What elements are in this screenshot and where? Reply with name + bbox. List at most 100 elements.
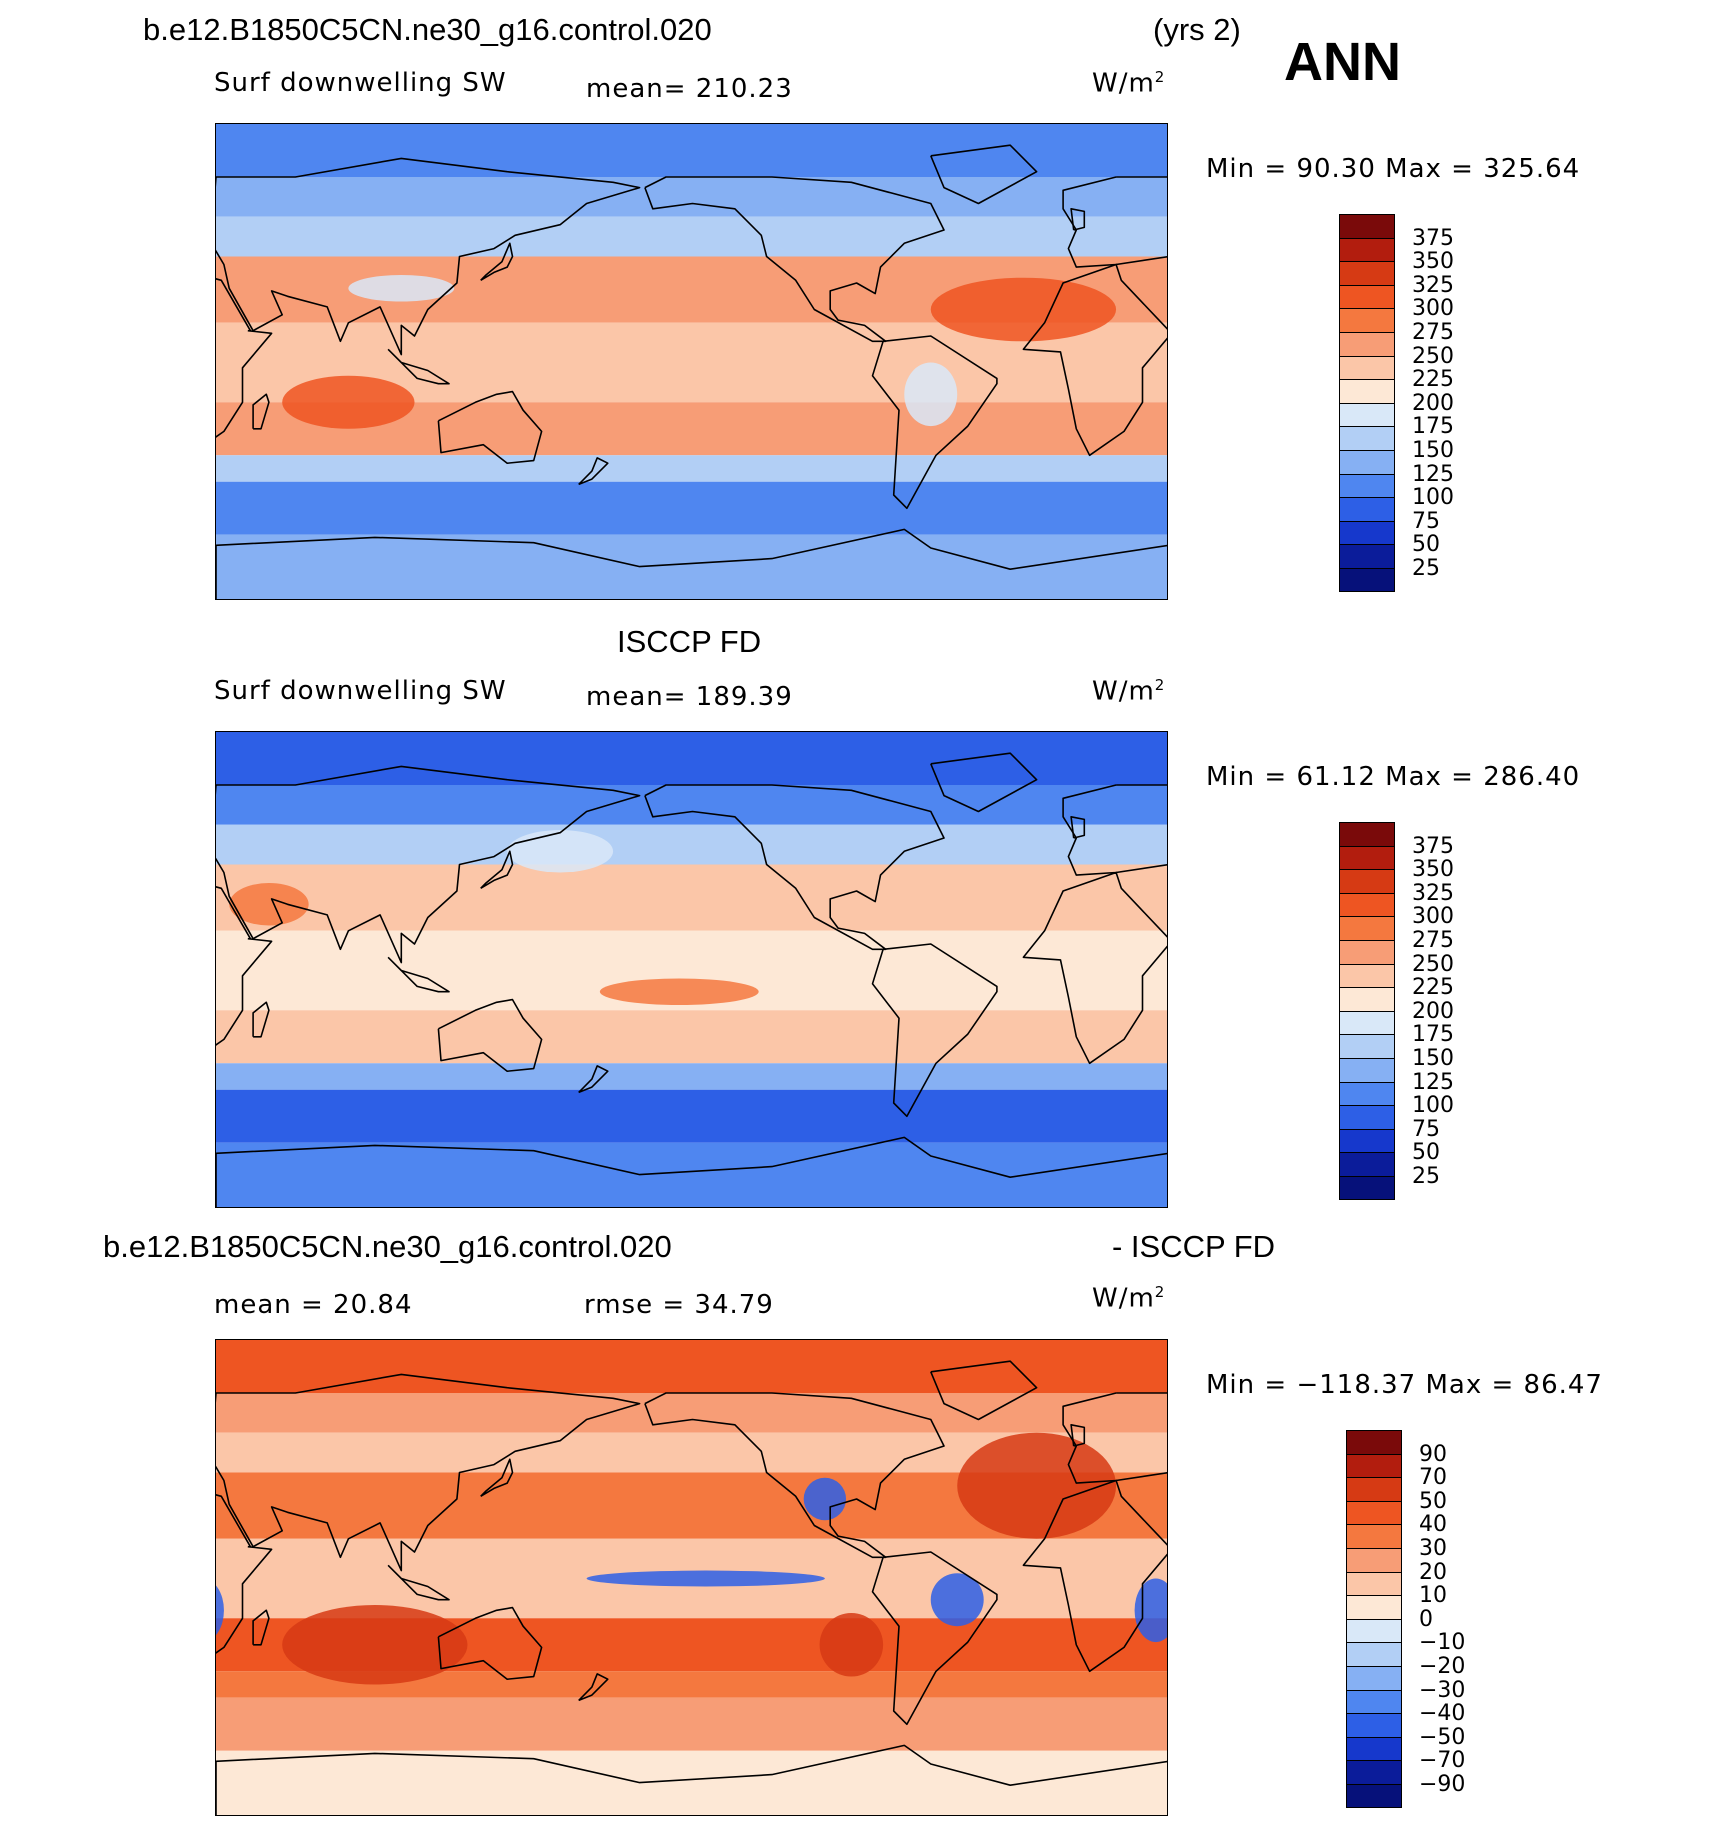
field-band-subpolar-n: [216, 1393, 1167, 1433]
colorbar-swatch: [1339, 987, 1395, 1011]
colorbar-swatch: [1339, 568, 1395, 592]
coastline-indonesia: [387, 1564, 450, 1601]
coastline-antarctica: [216, 1136, 1167, 1207]
coastline-europe-wrap: [1062, 784, 1167, 876]
colorbar-label: 250: [1412, 951, 1454, 977]
colorbar-swatch: [1339, 426, 1395, 450]
colorbar-label: 10: [1419, 1583, 1447, 1609]
panel1-colorbar: 375 350 325 300 275 250 225 200 175 150 125 100 75 50…: [1339, 214, 1454, 592]
panel3-rmse: rmse = 34.79: [584, 1290, 774, 1320]
colorbar-label: 350: [1412, 857, 1454, 883]
coastline-japan: [480, 850, 514, 889]
colorbar-swatch: [1346, 1642, 1402, 1666]
colorbar-swatch: [1346, 1736, 1402, 1761]
colorbar-swatch: [1339, 473, 1395, 498]
field-maximum-atlantic: [930, 277, 1117, 342]
coastline-greenland: [930, 144, 1038, 205]
colorbar-label: 70: [1419, 1465, 1447, 1491]
colorbar-label: 100: [1412, 1093, 1454, 1119]
season-label: ANN: [1284, 32, 1401, 92]
field-band-subpolar-n: [216, 177, 1167, 217]
colorbar-swatch: [1346, 1595, 1402, 1619]
colorbar-label: 375: [1412, 225, 1454, 251]
colorbar-label: 375: [1412, 833, 1454, 859]
panel1-mean: mean= 210.23: [586, 74, 793, 104]
colorbar-swatch: [1346, 1760, 1402, 1784]
field-band-polar-n: [216, 1340, 1167, 1393]
colorbar-swatch: [1346, 1689, 1402, 1714]
coastline-europe-wrap: [1062, 176, 1167, 268]
field-minimum-n-pacific: [507, 830, 614, 873]
colorbar-swatch: [1339, 379, 1395, 403]
colorbar-label: 150: [1412, 438, 1454, 463]
colorbar-label: 150: [1412, 1046, 1454, 1071]
colorbar-swatch: [1339, 869, 1395, 893]
field-band-midlat-n: [216, 216, 1167, 257]
colorbar-swatch: [1339, 916, 1395, 940]
colorbar-label: 40: [1419, 1512, 1447, 1538]
colorbar-label: −30: [1419, 1677, 1466, 1703]
colorbar-label: 50: [1412, 532, 1440, 558]
colorbar-label: 225: [1412, 367, 1454, 393]
coastline-samerica: [871, 943, 998, 1118]
panel2-units: W/m2: [1092, 676, 1166, 707]
field-band-subpolar-s: [216, 1697, 1167, 1751]
colorbar-label: 175: [1412, 414, 1454, 440]
colorbar-swatch: [1339, 1058, 1395, 1082]
colorbar-swatch: [1339, 1010, 1395, 1035]
panel1-minmax: Min = 90.30 Max = 325.64: [1206, 154, 1581, 184]
field-positive-se-pacific: [819, 1612, 884, 1677]
panel2-map: [215, 731, 1168, 1208]
coastline-africa: [216, 278, 273, 438]
map-canvas: [216, 1340, 1167, 1815]
colorbar-swatch: [1346, 1453, 1402, 1478]
coastline-namerica: [644, 1392, 945, 1559]
colorbar-swatch: [1339, 237, 1395, 262]
field-band-subpolar-s: [216, 1089, 1167, 1143]
colorbar-swatch: [1346, 1500, 1402, 1525]
colorbar-label: −20: [1419, 1654, 1466, 1679]
colorbar-swatch: [1339, 497, 1395, 521]
colorbar-label: −10: [1419, 1630, 1466, 1656]
panel3-colorbar: 90 70 50 40 30 20 10 0 −10 −20 −30 −40 −50 −70 −90: [1346, 1430, 1465, 1808]
colorbar-swatch: [1339, 355, 1395, 380]
map-canvas: [216, 124, 1167, 599]
coastline-greenland: [930, 1360, 1038, 1421]
coastline-madagascar: [252, 1001, 270, 1038]
colorbar-label: 25: [1412, 1164, 1440, 1189]
coastline-greenland: [930, 752, 1038, 813]
colorbar-label: 250: [1412, 343, 1454, 369]
field-band-polar-n: [216, 732, 1167, 785]
colorbar-label: 325: [1412, 880, 1454, 906]
coastline-uk: [1070, 816, 1086, 839]
colorbar-swatch: [1339, 261, 1395, 285]
colorbar-swatch: [1346, 1618, 1402, 1643]
field-band-polar-n: [216, 124, 1167, 177]
coastline-australia: [437, 390, 543, 465]
colorbar-label: 50: [1412, 1140, 1440, 1166]
panel2-mean: mean= 189.39: [586, 682, 793, 712]
case-title: b.e12.B1850C5CN.ne30_g16.control.020: [143, 12, 712, 47]
colorbar-label: 50: [1419, 1488, 1447, 1514]
coastline-japan: [480, 242, 514, 281]
panel2-variable: Surf downwelling SW: [214, 676, 507, 706]
colorbar-label: −50: [1419, 1724, 1466, 1750]
colorbar-swatch: [1339, 544, 1395, 568]
colorbar-label: 175: [1412, 1022, 1454, 1048]
colorbar-swatch: [1339, 284, 1395, 309]
field-maximum-pacific: [599, 978, 759, 1005]
colorbar-swatch: [1339, 963, 1395, 988]
colorbar-label: 300: [1412, 904, 1454, 930]
field-band-subtropics-s: [216, 1010, 1167, 1064]
coastline-namerica: [644, 784, 945, 951]
colorbar-label: 25: [1412, 556, 1440, 581]
years-label: (yrs 2): [1153, 12, 1241, 47]
colorbar-swatch: [1339, 1128, 1395, 1153]
coastline-indonesia: [387, 956, 450, 993]
colorbar-label: 125: [1412, 1069, 1454, 1095]
colorbar-label: 325: [1412, 272, 1454, 298]
colorbar-label: 350: [1412, 249, 1454, 275]
colorbar-label: 200: [1412, 390, 1454, 416]
panel2-title: ISCCP FD: [617, 624, 762, 659]
colorbar-swatch: [1346, 1430, 1402, 1454]
